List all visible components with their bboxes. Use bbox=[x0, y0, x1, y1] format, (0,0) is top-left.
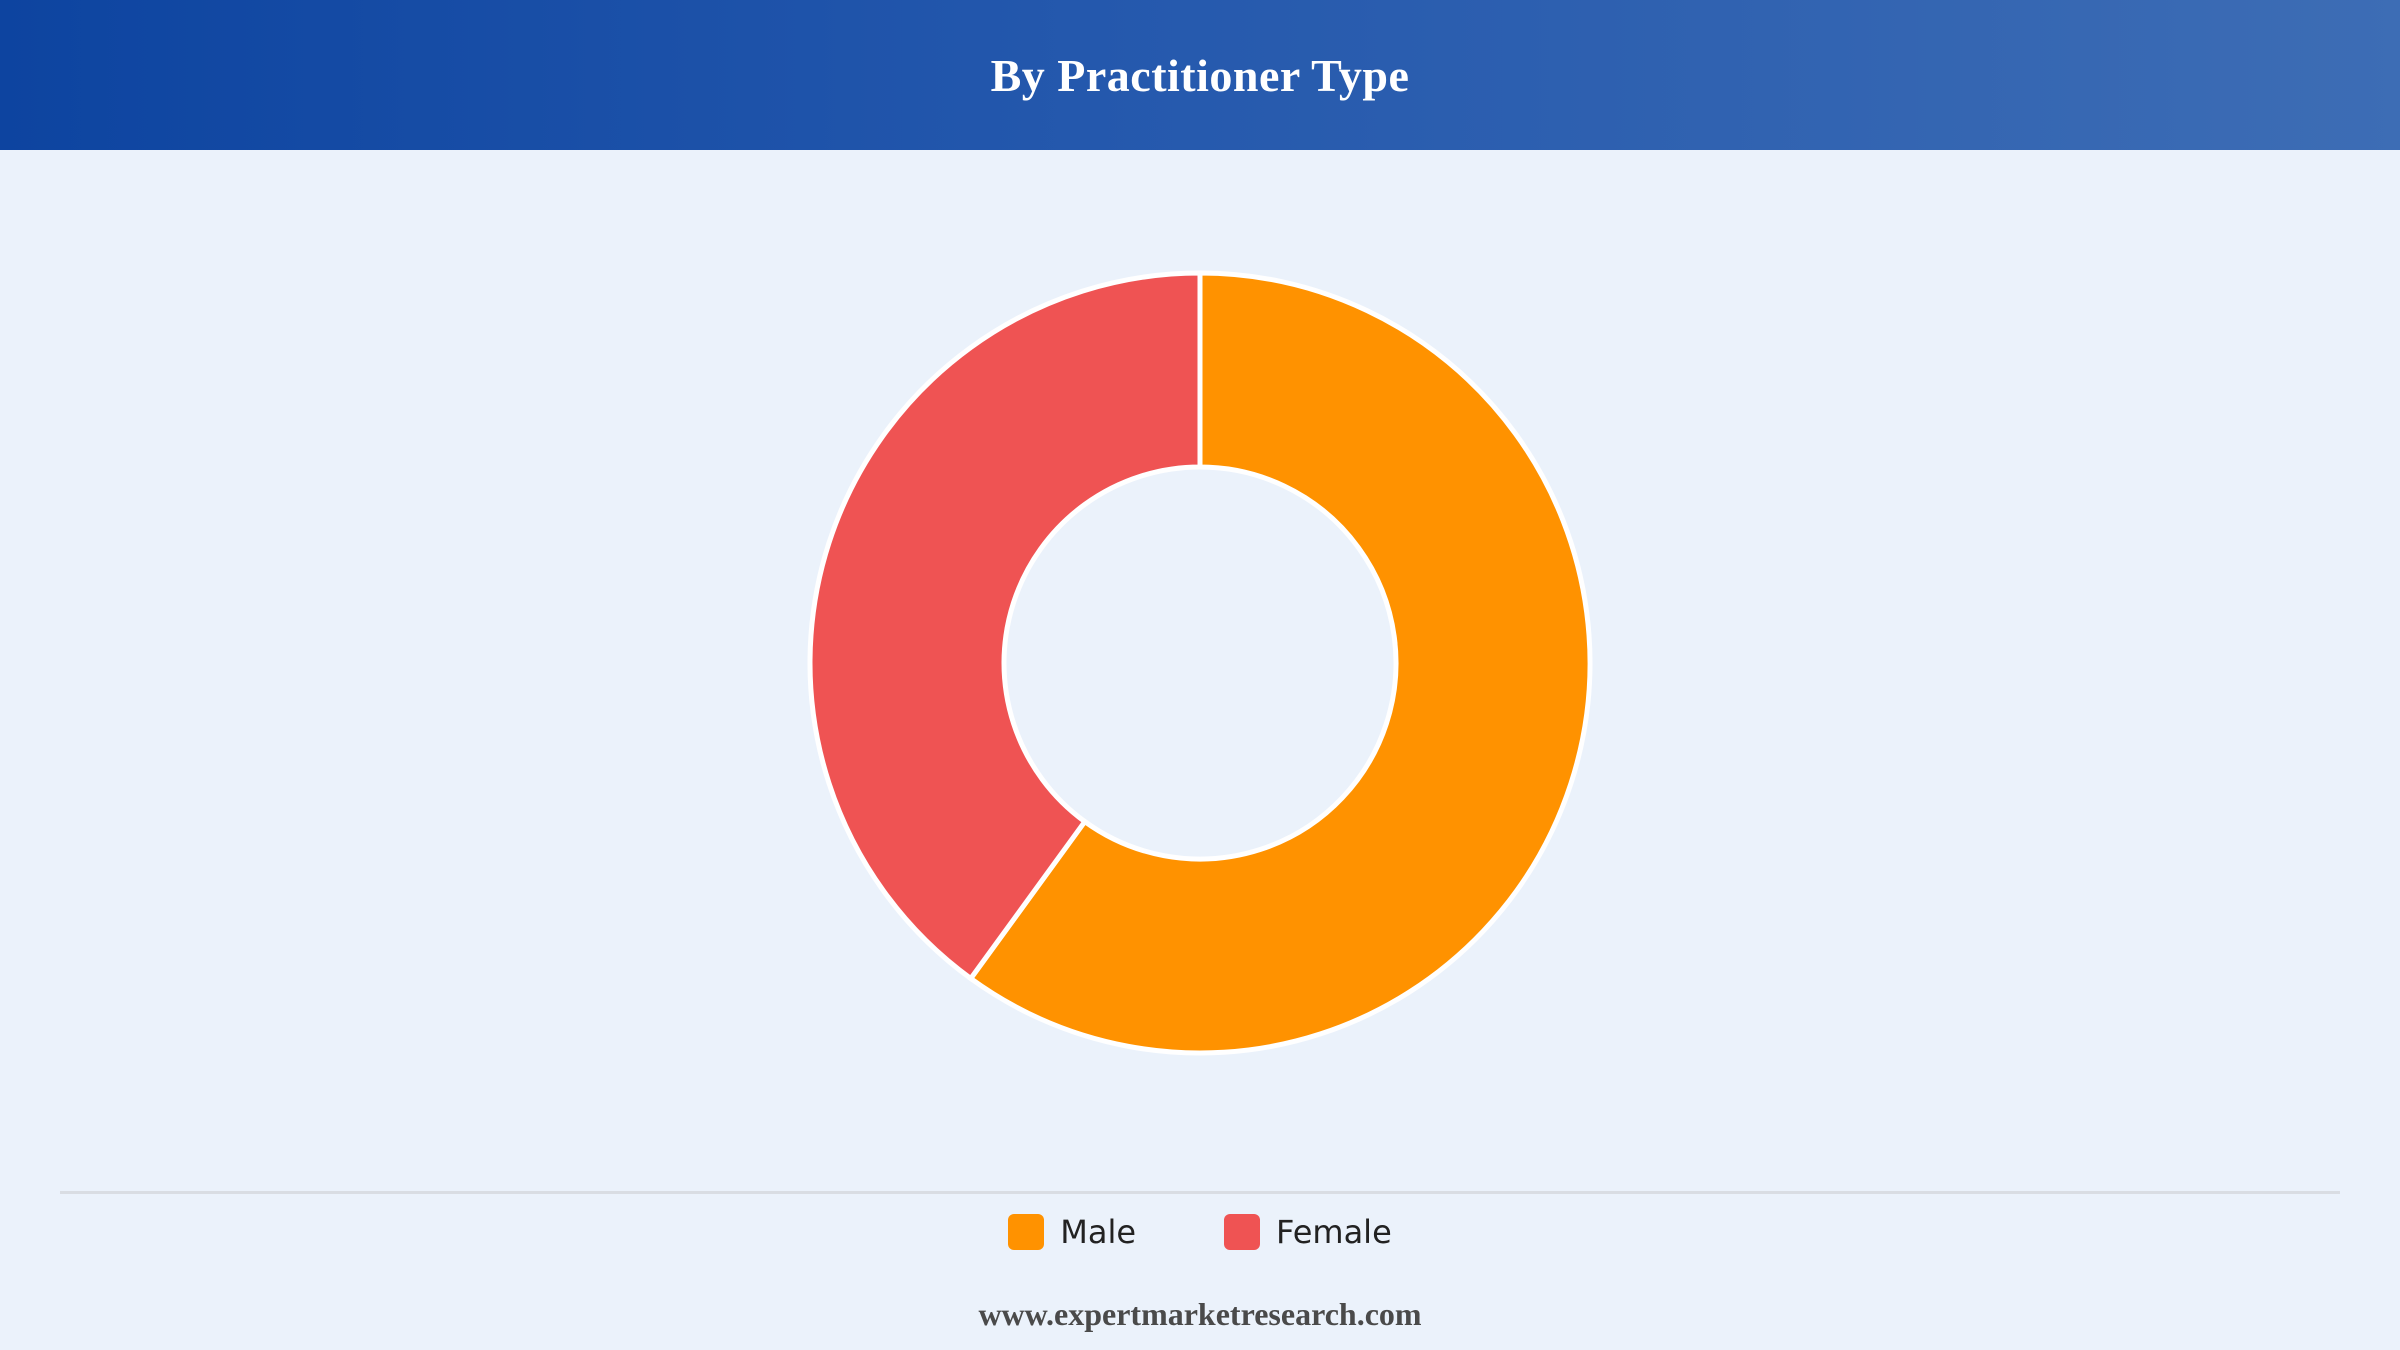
legend-item-female[interactable]: Female bbox=[1224, 1213, 1392, 1251]
chart-area bbox=[0, 150, 2400, 1190]
legend-label-male: Male bbox=[1060, 1213, 1137, 1251]
legend-swatch-female bbox=[1224, 1214, 1261, 1250]
header-banner: By Practitioner Type bbox=[0, 0, 2400, 150]
donut-slice-male[interactable] bbox=[967, 270, 1593, 1056]
footer-url: www.expertmarketresearch.com bbox=[978, 1296, 1422, 1332]
donut-slice-female[interactable] bbox=[807, 270, 1203, 983]
legend-divider bbox=[60, 1191, 2340, 1194]
legend-label-female: Female bbox=[1276, 1213, 1392, 1251]
chart-title: By Practitioner Type bbox=[990, 49, 1410, 101]
legend-item-male[interactable]: Male bbox=[1008, 1213, 1136, 1251]
donut-chart bbox=[807, 270, 1593, 1056]
legend: Male Female bbox=[0, 1204, 2400, 1260]
legend-swatch-male bbox=[1008, 1214, 1045, 1250]
